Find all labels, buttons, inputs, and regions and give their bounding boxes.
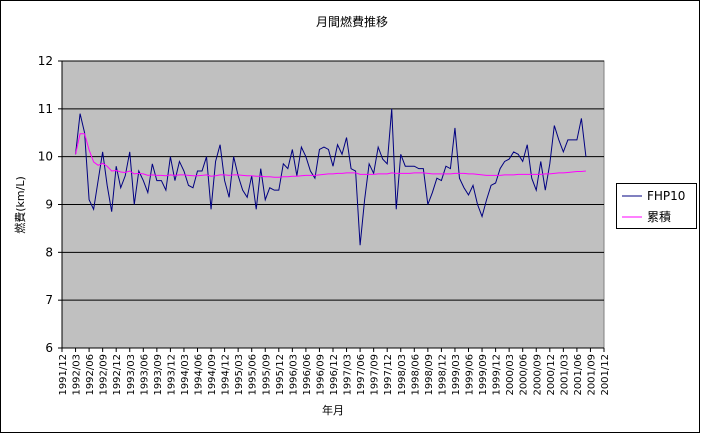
x-tick-label: 1999/03 — [451, 354, 462, 396]
legend-label: 累積 — [647, 209, 671, 224]
x-tick-label: 2000/06 — [519, 354, 530, 396]
y-tick-label: 6 — [45, 341, 53, 355]
x-tick-label: 1997/06 — [356, 354, 367, 396]
legend-label: FHP10 — [647, 189, 685, 203]
data-line — [75, 108, 587, 246]
y-tick-label: 10 — [38, 150, 53, 164]
x-tick-label: 1999/09 — [478, 354, 489, 396]
x-tick-label: 1999/12 — [492, 354, 503, 396]
x-tick-label: 1998/12 — [437, 354, 448, 396]
x-tick-label: 1998/03 — [397, 354, 408, 396]
x-tick-label: 2000/03 — [505, 354, 516, 396]
x-tick-label: 1993/03 — [126, 354, 137, 396]
x-axis-label: 年月 — [322, 403, 344, 417]
x-tick-label: 2001/03 — [559, 354, 570, 396]
x-tick-label: 2000/12 — [546, 354, 557, 396]
x-tick-label: 1993/12 — [166, 354, 177, 396]
x-tick-label: 1994/06 — [194, 354, 205, 396]
x-tick-label: 1997/12 — [383, 354, 394, 396]
x-tick-label: 1992/03 — [72, 354, 83, 396]
x-tick-label: 1992/12 — [112, 354, 123, 396]
x-tick-label: 1996/09 — [315, 354, 326, 396]
chart-title: 月間燃費推移 — [316, 14, 388, 29]
x-tick-label: 1999/06 — [465, 354, 476, 396]
x-tick-label: 2001/12 — [600, 354, 611, 396]
x-tick-label: 1992/06 — [85, 354, 96, 396]
x-tick-label: 2000/09 — [532, 354, 543, 396]
data-line — [75, 133, 586, 178]
x-tick-label: 1995/06 — [248, 354, 259, 396]
x-tick-label: 2001/09 — [586, 354, 597, 396]
y-axis-label: 燃費(km/L) — [13, 176, 27, 234]
x-tick-label: 1992/09 — [99, 354, 110, 396]
x-tick-label: 1996/06 — [302, 354, 313, 396]
x-tick-label: 1996/12 — [329, 354, 340, 396]
x-tick-label: 1998/09 — [424, 354, 435, 396]
x-tick-label: 1997/09 — [370, 354, 381, 396]
x-tick-label: 2001/06 — [573, 354, 584, 396]
x-tick-label: 1995/12 — [275, 354, 286, 396]
legend — [616, 183, 697, 229]
x-tick-label: 1994/09 — [207, 354, 218, 396]
x-tick-label: 1995/09 — [261, 354, 272, 396]
y-tick-label: 12 — [38, 54, 53, 68]
y-tick-label: 8 — [45, 245, 53, 259]
x-tick-label: 1994/03 — [180, 354, 191, 396]
x-tick-label: 1993/09 — [153, 354, 164, 396]
y-tick-label: 7 — [45, 293, 53, 307]
x-tick-label: 1995/03 — [234, 354, 245, 396]
x-tick-label: 1994/12 — [221, 354, 232, 396]
x-tick-label: 1997/03 — [343, 354, 354, 396]
x-tick-label: 1998/06 — [410, 354, 421, 396]
y-tick-label: 9 — [45, 198, 53, 212]
y-tick-label: 11 — [38, 102, 53, 116]
x-tick-label: 1993/06 — [139, 354, 150, 396]
x-tick-label: 1991/12 — [58, 354, 69, 396]
x-tick-label: 1996/03 — [288, 354, 299, 396]
